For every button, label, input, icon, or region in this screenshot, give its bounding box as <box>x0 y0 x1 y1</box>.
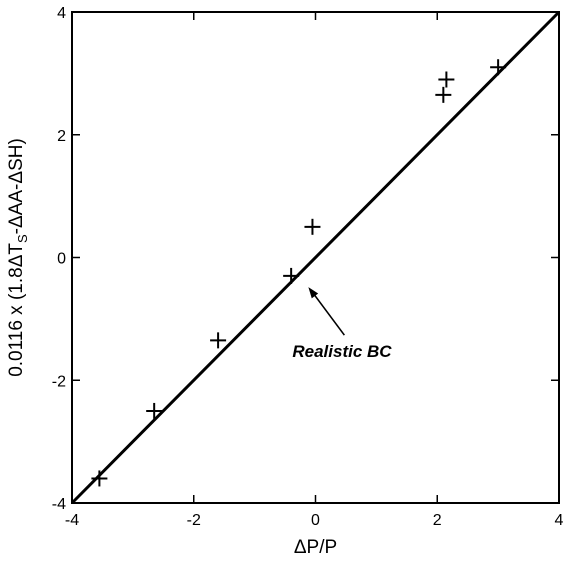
y-tick-label: -4 <box>52 496 66 513</box>
data-point <box>490 59 507 76</box>
tick-labels: -4 -2 0 2 4 -4 -2 0 2 4 <box>52 5 564 529</box>
data-point <box>304 218 321 235</box>
x-tick-label: 4 <box>555 512 564 529</box>
y-axis-label: 0.0116 x (1.8ΔTS-ΔAA-ΔSH) <box>6 138 30 377</box>
reference-line-1to1 <box>70 10 561 505</box>
y-axis-label-main: 0.0116 x (1.8ΔT <box>6 243 27 377</box>
axis-ticks <box>71 11 560 504</box>
y-axis-label-tail: -ΔAA-ΔSH) <box>6 138 27 234</box>
y-axis-label-subscript: S <box>15 234 30 243</box>
data-point <box>438 71 455 88</box>
data-points <box>91 59 507 487</box>
x-axis-label: ΔP/P <box>294 537 337 558</box>
x-tick-label: -4 <box>65 512 79 529</box>
data-point <box>283 267 300 284</box>
annotation-arrow <box>311 291 345 336</box>
annotation-text: Realistic BC <box>292 342 392 361</box>
data-point <box>91 470 108 487</box>
y-tick-label: 2 <box>57 128 66 145</box>
x-tick-label: 0 <box>311 512 320 529</box>
data-point <box>210 332 227 349</box>
y-tick-label: 4 <box>57 5 66 22</box>
y-tick-label: 0 <box>57 251 66 268</box>
y-tick-label: -2 <box>52 373 66 390</box>
x-tick-label: 2 <box>433 512 442 529</box>
x-tick-label: -2 <box>187 512 201 529</box>
data-point <box>435 86 452 103</box>
annotation: Realistic BC <box>292 287 392 361</box>
annotation-arrowhead <box>308 287 319 299</box>
data-point <box>146 402 163 419</box>
